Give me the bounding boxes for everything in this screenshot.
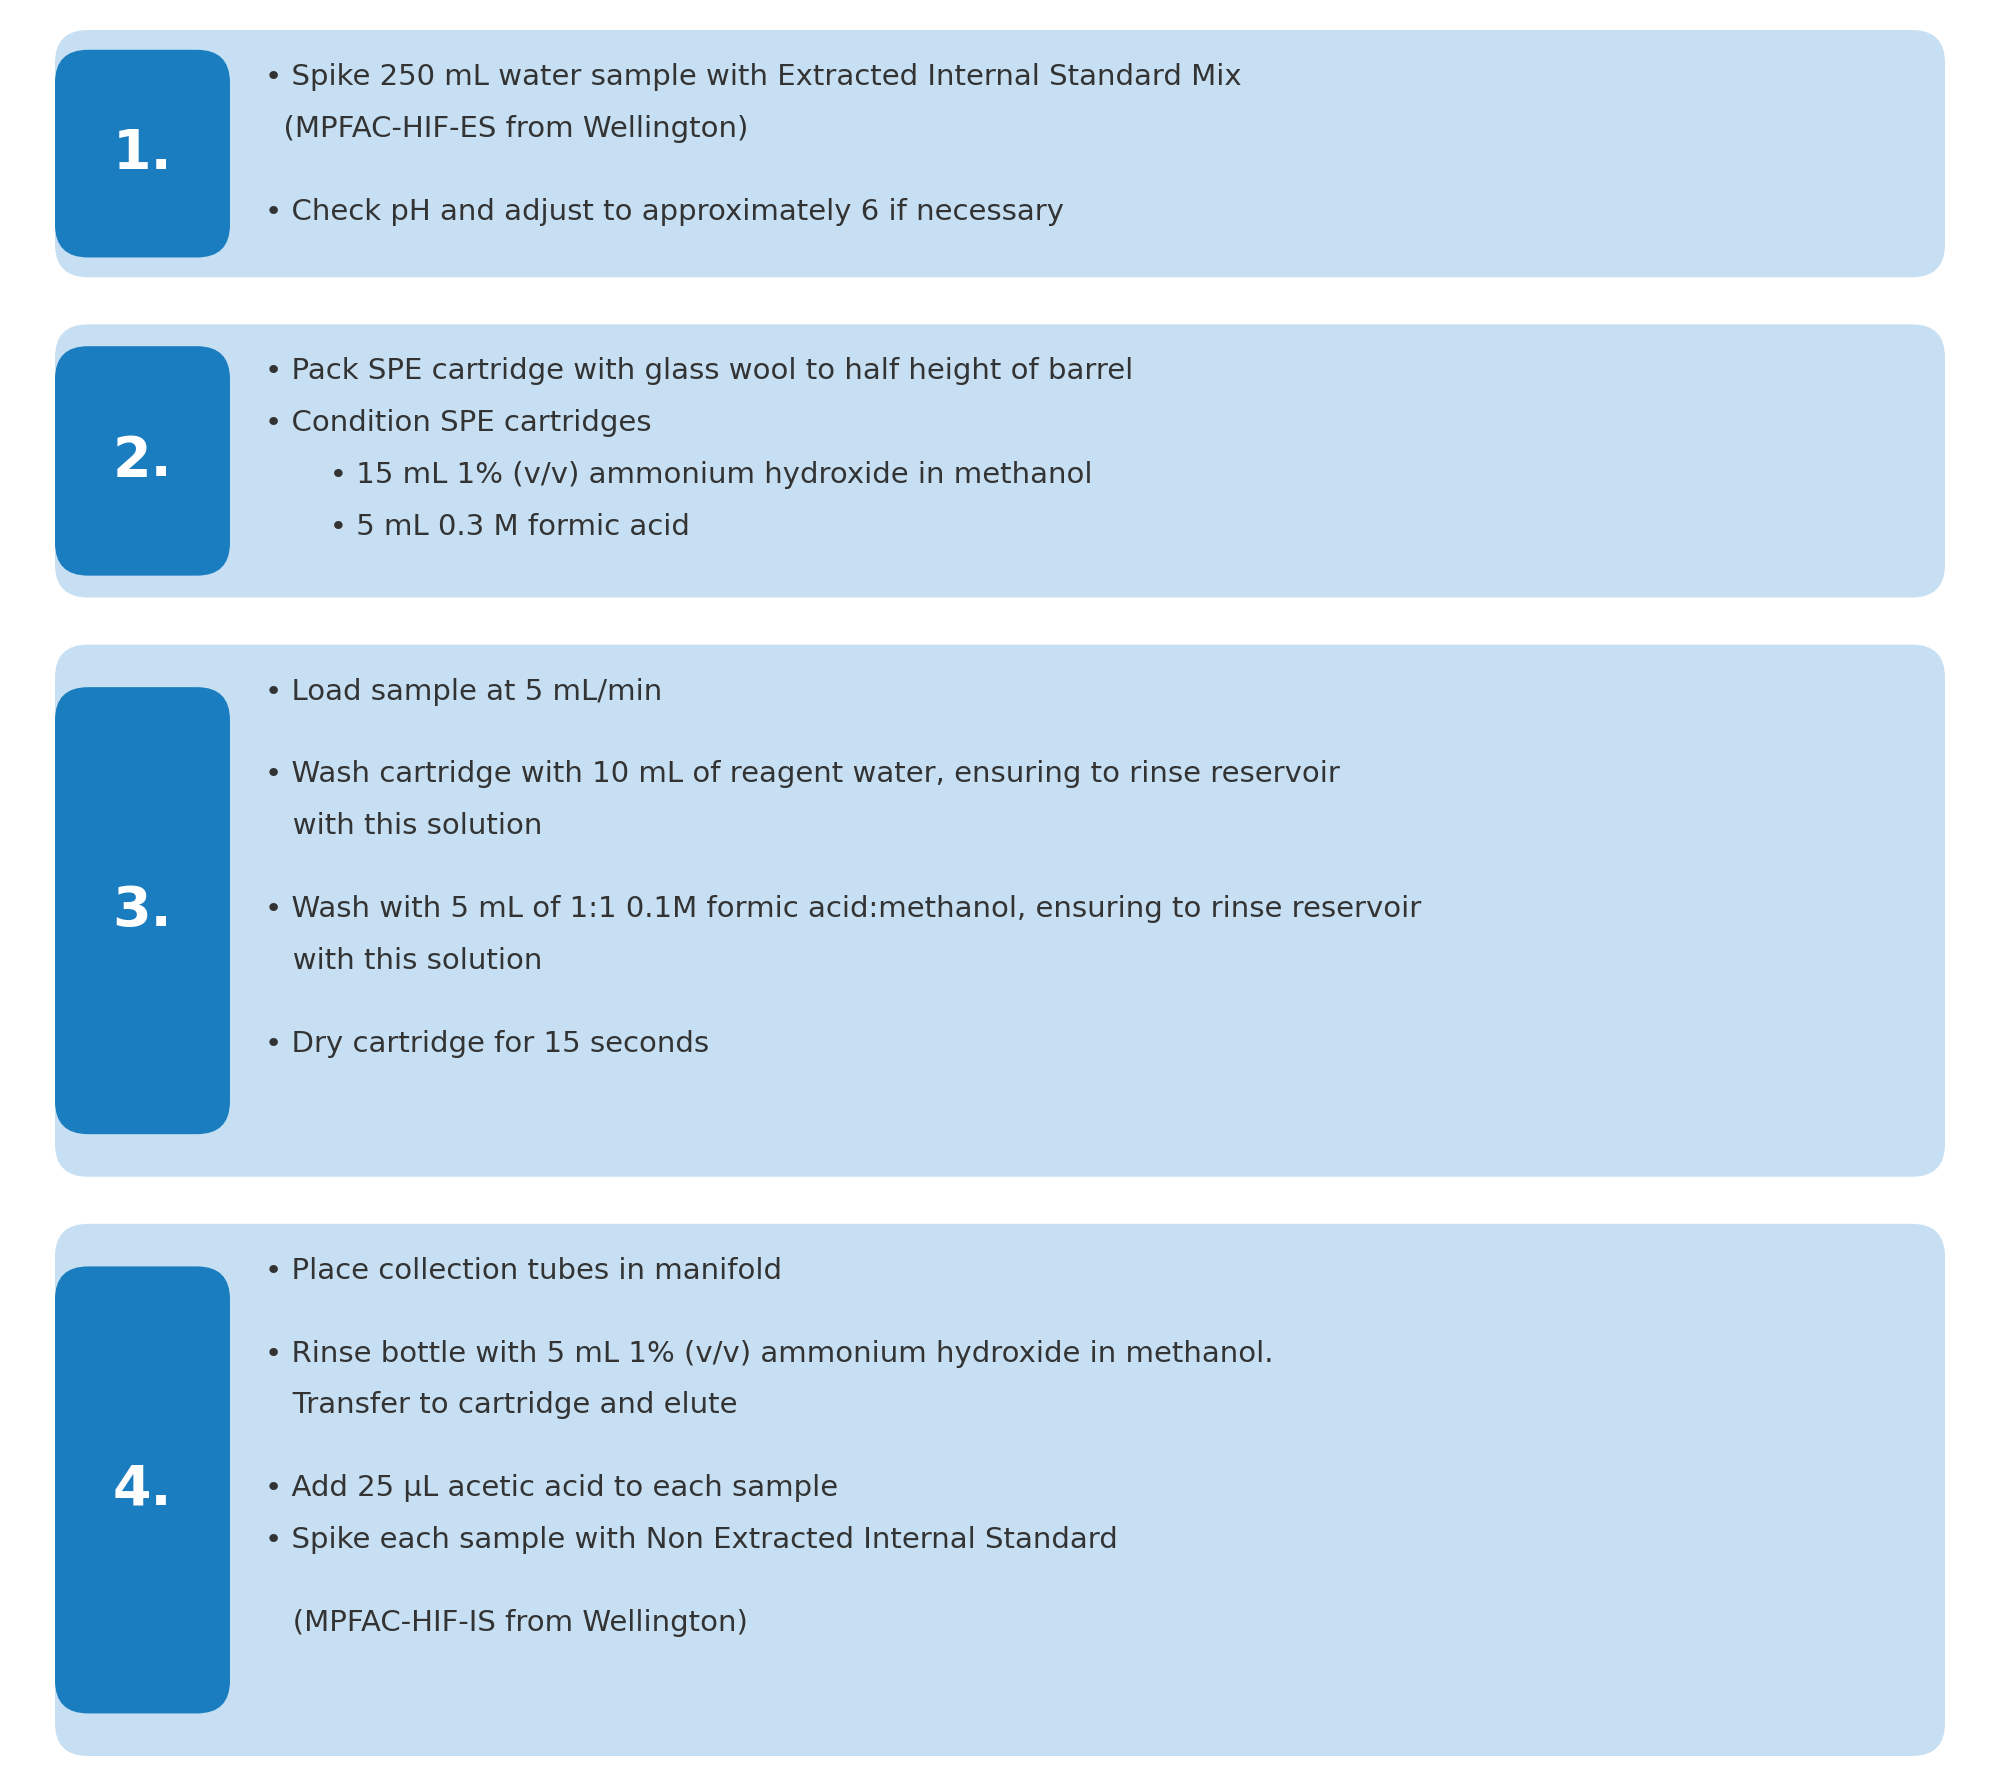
Text: • Place collection tubes in manifold: • Place collection tubes in manifold — [266, 1257, 782, 1284]
FancyBboxPatch shape — [56, 346, 230, 575]
Text: 1.: 1. — [112, 127, 172, 180]
Text: 2.: 2. — [112, 434, 172, 488]
Text: • Spike each sample with Non Extracted Internal Standard: • Spike each sample with Non Extracted I… — [266, 1527, 1118, 1554]
Text: • 5 mL 0.3 M formic acid: • 5 mL 0.3 M formic acid — [266, 513, 690, 541]
FancyBboxPatch shape — [56, 50, 230, 257]
Text: • Add 25 μL acetic acid to each sample: • Add 25 μL acetic acid to each sample — [266, 1475, 838, 1502]
Text: 3.: 3. — [112, 884, 172, 938]
Text: 4.: 4. — [112, 1463, 172, 1516]
Text: • Load sample at 5 mL/min: • Load sample at 5 mL/min — [266, 677, 662, 705]
FancyBboxPatch shape — [56, 1223, 1944, 1756]
Text: • 15 mL 1% (v/v) ammonium hydroxide in methanol: • 15 mL 1% (v/v) ammonium hydroxide in m… — [266, 461, 1092, 489]
FancyBboxPatch shape — [56, 688, 230, 1134]
Text: (MPFAC-HIF-IS from Wellington): (MPFAC-HIF-IS from Wellington) — [266, 1609, 748, 1638]
Text: • Wash cartridge with 10 mL of reagent water, ensuring to rinse reservoir: • Wash cartridge with 10 mL of reagent w… — [266, 761, 1340, 788]
Text: • Check pH and adjust to approximately 6 if necessary: • Check pH and adjust to approximately 6… — [266, 198, 1064, 225]
Text: with this solution: with this solution — [266, 813, 542, 839]
Text: • Pack SPE cartridge with glass wool to half height of barrel: • Pack SPE cartridge with glass wool to … — [266, 357, 1134, 386]
Text: • Spike 250 mL water sample with Extracted Internal Standard Mix: • Spike 250 mL water sample with Extract… — [266, 63, 1242, 91]
Text: • Condition SPE cartridges: • Condition SPE cartridges — [266, 409, 652, 438]
Text: Transfer to cartridge and elute: Transfer to cartridge and elute — [266, 1391, 738, 1420]
Text: with this solution: with this solution — [266, 947, 542, 975]
Text: • Wash with 5 mL of 1:1 0.1M formic acid:methanol, ensuring to rinse reservoir: • Wash with 5 mL of 1:1 0.1M formic acid… — [266, 895, 1422, 923]
Text: • Dry cartridge for 15 seconds: • Dry cartridge for 15 seconds — [266, 1031, 710, 1057]
FancyBboxPatch shape — [56, 645, 1944, 1177]
FancyBboxPatch shape — [56, 1266, 230, 1713]
FancyBboxPatch shape — [56, 30, 1944, 277]
FancyBboxPatch shape — [56, 325, 1944, 598]
Text: (MPFAC-HIF-ES from Wellington): (MPFAC-HIF-ES from Wellington) — [266, 114, 748, 143]
Text: • Rinse bottle with 5 mL 1% (v/v) ammonium hydroxide in methanol.: • Rinse bottle with 5 mL 1% (v/v) ammoni… — [266, 1340, 1274, 1368]
